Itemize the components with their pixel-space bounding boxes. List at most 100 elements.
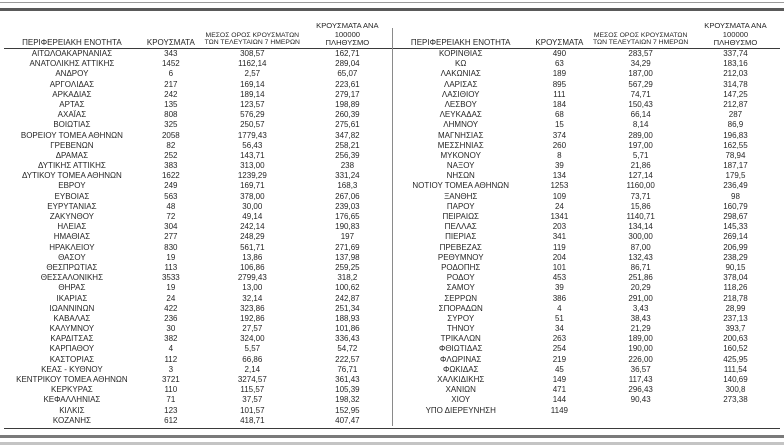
cases-value: 82 — [166, 140, 176, 150]
region-name: ΠΑΡΟΥ — [446, 201, 475, 211]
table-row: ΚΕΑΣ - ΚΥΘΝΟΥ 3 2,14 76,71 — [4, 365, 392, 375]
per100k-value: 28,99 — [725, 303, 746, 313]
avg7-value: 27,57 — [242, 324, 263, 334]
per100k-value: 86,9 — [727, 120, 744, 130]
cases-value: 34 — [554, 324, 564, 334]
table-row: ΜΥΚΟΝΟΥ 8 5,71 78,94 — [393, 151, 780, 161]
region-name: ΝΑΞΟΥ — [446, 161, 475, 171]
region-name: ΚΑΡΠΑΘΟΥ — [49, 344, 95, 354]
avg7-value: 169,14 — [240, 79, 265, 89]
cases-value: 135 — [164, 99, 178, 109]
cases-value: 277 — [164, 232, 178, 242]
region-name: ΠΕΙΡΑΙΩΣ — [442, 212, 479, 221]
cases-value: 563 — [164, 191, 178, 201]
avg7-value: 117,43 — [628, 375, 653, 384]
table-row: ΣΠΟΡΑΔΩΝ 4 3,43 28,99 — [393, 304, 780, 314]
cases-value: 386 — [552, 293, 567, 303]
table-row: ΣΕΡΡΩΝ 386 291,00 218,78 — [393, 294, 780, 304]
per100k-value: 260,39 — [335, 110, 360, 120]
bottom-light-rule — [0, 442, 784, 445]
cases-value: 2058 — [161, 130, 180, 140]
per100k-value: 183,16 — [723, 59, 748, 69]
table-row: ΞΑΝΘΗΣ 109 73,71 98 — [393, 192, 780, 202]
cases-value: 204 — [552, 252, 567, 262]
per100k-value: 111,54 — [723, 364, 748, 374]
region-name: ΠΡΕΒΕΖΑΣ — [439, 242, 482, 252]
per100k-value: 218,78 — [723, 293, 748, 303]
table-row: ΤΗΝΟΥ 34 21,29 393,7 — [393, 324, 780, 334]
cases-value: 72 — [166, 212, 176, 221]
region-name: ΚΕΡΚΥΡΑΣ — [51, 385, 93, 395]
table-row: ΖΑΚΥΝΘΟΥ 72 49,14 176,65 — [4, 212, 392, 222]
avg7-value: 1140,71 — [626, 212, 655, 221]
table-row: ΣΑΜΟΥ 39 20,29 118,26 — [393, 283, 780, 293]
region-name: ΚΑΣΤΟΡΙΑΣ — [49, 354, 95, 364]
table-row: ΠΡΕΒΕΖΑΣ 119 87,00 206,99 — [393, 243, 780, 253]
avg7-value: 418,71 — [240, 415, 265, 425]
cases-value: 1622 — [161, 171, 180, 181]
region-name: ΗΡΑΚΛΕΙΟΥ — [49, 242, 95, 252]
per100k-value: 200,63 — [723, 334, 748, 344]
per100k-value: 152,95 — [335, 405, 360, 415]
cases-value: 490 — [552, 49, 567, 58]
avg7-value: 5,57 — [244, 344, 261, 354]
region-name: ΧΑΛΚΙΔΙΚΗΣ — [437, 375, 485, 384]
header-per100k-line1: ΚΡΟΥΣΜΑΤΑ ΑΝΑ 100000 — [704, 21, 767, 39]
avg7-value: 251,86 — [628, 273, 653, 283]
avg7-value: 150,43 — [628, 99, 653, 109]
per100k-value: 101,86 — [335, 324, 360, 334]
region-name: ΗΛΕΙΑΣ — [57, 222, 87, 232]
cases-value: 113 — [164, 262, 178, 272]
per100k-value: 105,39 — [335, 385, 360, 395]
table-row: ΚΟΡΙΝΘΙΑΣ 490 283,57 337,74 — [393, 49, 780, 59]
avg7-value: 242,14 — [240, 222, 265, 232]
cases-value: 1452 — [161, 59, 180, 69]
top-thick-rule — [0, 8, 784, 11]
avg7-value: 132,43 — [628, 252, 653, 262]
region-name: ΑΧΑΪΑΣ — [57, 110, 87, 120]
region-name: ΘΕΣΠΡΩΤΙΑΣ — [46, 262, 98, 272]
table-row: ΝΗΣΩΝ 134 127,14 179,5 — [393, 171, 780, 181]
cases-value: 236 — [164, 313, 178, 323]
cases-value: 39 — [554, 161, 564, 171]
cases-value: 471 — [552, 385, 567, 395]
avg7-value: 323,86 — [240, 303, 265, 313]
table-row: ΘΗΡΑΣ 19 13,00 100,62 — [4, 283, 392, 293]
table-row: ΑΡΚΑΔΙΑΣ 242 189,14 279,17 — [4, 90, 392, 100]
avg7-value: 66,14 — [630, 110, 651, 120]
cases-value: 249 — [164, 181, 178, 191]
avg7-value: 283,57 — [628, 49, 653, 58]
cases-value: 374 — [552, 130, 567, 140]
per100k-value: 361,43 — [335, 375, 360, 384]
table-row: ΑΝΑΤΟΛΙΚΗΣ ΑΤΤΙΚΗΣ 1452 1162,14 289,04 — [4, 59, 392, 69]
per100k-value: 222,57 — [335, 354, 360, 364]
table-row: ΔΥΤΙΚΟΥ ΤΟΜΕΑ ΑΘΗΝΩΝ 1622 1239,29 331,24 — [4, 171, 392, 181]
cases-value: 203 — [552, 222, 567, 232]
table-row: ΛΑΣΙΘΙΟΥ 111 74,71 147,25 — [393, 90, 780, 100]
per100k-value: 300,8 — [725, 385, 746, 395]
table-row: ΑΧΑΪΑΣ 808 576,29 260,39 — [4, 110, 392, 120]
region-name: ΦΛΩΡΙΝΑΣ — [440, 354, 482, 364]
per100k-value: 65,07 — [337, 69, 358, 79]
per100k-value: 179,5 — [725, 171, 746, 181]
avg7-value: 13,00 — [242, 283, 263, 293]
region-name: ΓΡΕΒΕΝΩΝ — [50, 140, 94, 150]
region-name: ΚΟΖΑΝΗΣ — [52, 415, 91, 425]
header-per100k-line2: ΠΛΗΘΥΣΜΟ — [713, 37, 758, 47]
table-row: ΗΜΑΘΙΑΣ 277 248,29 197 — [4, 232, 392, 242]
table-row: ΠΑΡΟΥ 24 15,86 160,79 — [393, 202, 780, 212]
region-name: ΝΗΣΩΝ — [446, 171, 475, 181]
cases-value: 6 — [168, 69, 174, 79]
avg7-value: 73,71 — [630, 191, 651, 201]
per100k-value: 206,99 — [723, 242, 748, 252]
avg7-value: 32,14 — [242, 293, 263, 303]
cases-value: 123 — [164, 405, 178, 415]
cases-value: 341 — [552, 232, 567, 242]
region-name: ΘΗΡΑΣ — [58, 283, 86, 293]
region-name: ΦΘΙΩΤΙΔΑΣ — [438, 344, 483, 354]
region-name: ΛΑΚΩΝΙΑΣ — [440, 69, 481, 79]
per100k-value: 267,06 — [335, 191, 360, 201]
per100k-value: 98 — [731, 191, 740, 201]
avg7-value: 197,00 — [628, 140, 653, 150]
region-name: ΛΗΜΝΟΥ — [443, 120, 479, 130]
